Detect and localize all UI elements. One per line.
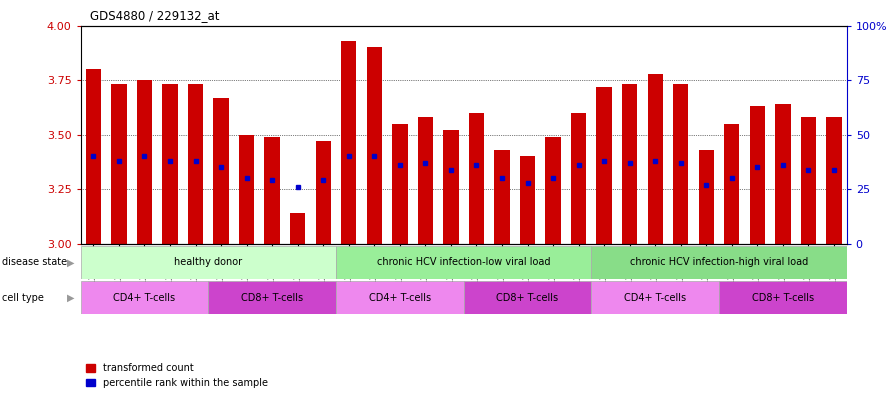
Bar <box>188 84 203 244</box>
Bar <box>724 124 739 244</box>
Bar <box>444 130 459 244</box>
Text: disease state: disease state <box>2 257 67 267</box>
Bar <box>826 117 841 244</box>
Bar <box>719 281 847 314</box>
Text: CD4+ T-cells: CD4+ T-cells <box>369 293 431 303</box>
Bar <box>648 73 663 244</box>
Text: CD8+ T-cells: CD8+ T-cells <box>752 293 814 303</box>
Text: cell type: cell type <box>2 293 44 303</box>
Bar <box>341 41 357 244</box>
Bar <box>81 281 208 314</box>
Text: ▶: ▶ <box>67 257 74 267</box>
Bar <box>699 150 714 244</box>
Text: chronic HCV infection-low viral load: chronic HCV infection-low viral load <box>377 257 550 267</box>
Text: CD8+ T-cells: CD8+ T-cells <box>241 293 303 303</box>
Bar <box>392 124 408 244</box>
Bar <box>801 117 816 244</box>
Bar <box>208 281 336 314</box>
Text: CD4+ T-cells: CD4+ T-cells <box>625 293 686 303</box>
Bar <box>290 213 306 244</box>
Legend: transformed count, percentile rank within the sample: transformed count, percentile rank withi… <box>85 363 268 388</box>
Bar <box>162 84 177 244</box>
Bar <box>591 246 847 279</box>
Bar <box>673 84 688 244</box>
Bar <box>571 113 586 244</box>
Bar <box>86 69 101 244</box>
Bar <box>239 134 254 244</box>
Text: ▶: ▶ <box>67 293 74 303</box>
Bar <box>775 104 790 244</box>
Bar <box>622 84 637 244</box>
Text: GDS4880 / 229132_at: GDS4880 / 229132_at <box>90 9 220 22</box>
Bar <box>591 281 719 314</box>
Text: CD8+ T-cells: CD8+ T-cells <box>496 293 558 303</box>
Bar <box>264 137 280 244</box>
Bar <box>137 80 152 244</box>
Bar <box>81 246 336 279</box>
Text: healthy donor: healthy donor <box>174 257 243 267</box>
Bar <box>336 281 464 314</box>
Text: CD4+ T-cells: CD4+ T-cells <box>114 293 176 303</box>
Bar <box>750 106 765 244</box>
Bar <box>336 246 591 279</box>
Bar <box>597 86 612 244</box>
Bar <box>111 84 126 244</box>
Bar <box>418 117 433 244</box>
Bar <box>546 137 561 244</box>
Bar <box>464 281 591 314</box>
Bar <box>315 141 331 244</box>
Bar <box>520 156 535 244</box>
Bar <box>495 150 510 244</box>
Text: chronic HCV infection-high viral load: chronic HCV infection-high viral load <box>630 257 808 267</box>
Bar <box>213 97 228 244</box>
Bar <box>366 47 382 244</box>
Bar <box>469 113 484 244</box>
